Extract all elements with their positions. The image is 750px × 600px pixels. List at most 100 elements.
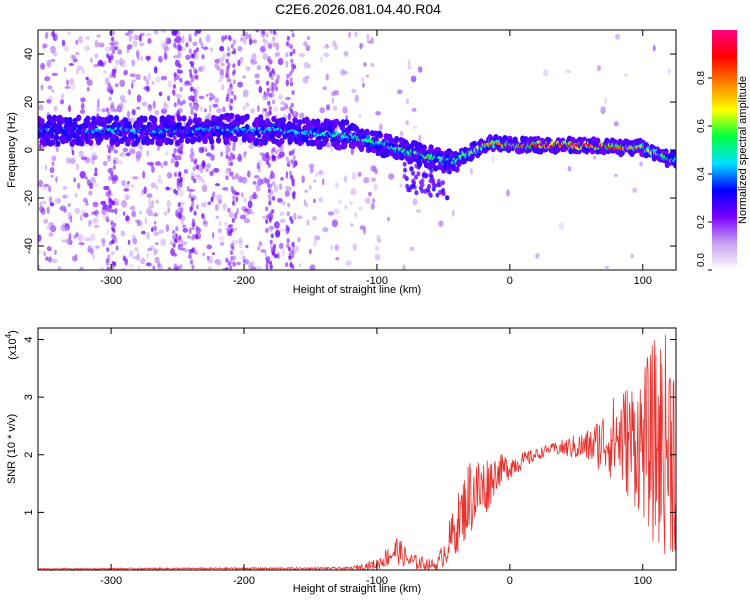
noise-speckle xyxy=(112,108,118,113)
noise-speckle xyxy=(327,211,335,216)
noise-speckle xyxy=(107,82,111,88)
noise-speckle xyxy=(229,83,233,88)
noise-speckle xyxy=(438,220,444,227)
ridge-halo xyxy=(157,140,163,147)
noise-speckle xyxy=(567,165,572,172)
noise-speckle xyxy=(44,164,48,170)
noise-speckle xyxy=(229,250,234,256)
noise-speckle xyxy=(281,201,287,206)
noise-speckle xyxy=(166,172,173,179)
noise-speckle xyxy=(50,174,54,178)
noise-speckle xyxy=(271,181,276,187)
noise-speckle xyxy=(232,79,236,85)
noise-speckle xyxy=(48,232,54,237)
noise-speckle xyxy=(127,239,131,245)
ridge-halo xyxy=(178,137,184,144)
svg-text:(x104): (x104) xyxy=(4,330,19,360)
noise-speckle xyxy=(313,179,317,183)
noise-speckle xyxy=(84,237,91,242)
ridge-tail xyxy=(409,166,414,172)
noise-speckle xyxy=(243,218,251,224)
noise-speckle xyxy=(179,101,183,106)
noise-speckle xyxy=(225,154,229,159)
ridge-tail xyxy=(420,188,425,194)
noise-speckle xyxy=(57,265,61,270)
noise-speckle xyxy=(222,53,226,60)
noise-speckle xyxy=(185,42,189,48)
noise-speckle xyxy=(238,240,243,249)
noise-speckle xyxy=(303,62,310,69)
noise-speckle xyxy=(290,219,294,224)
noise-speckle xyxy=(399,183,403,188)
noise-speckle xyxy=(291,63,295,68)
noise-speckle xyxy=(354,31,358,38)
noise-speckle xyxy=(623,73,629,77)
noise-speckle xyxy=(214,204,219,211)
noise-speckle xyxy=(305,45,311,52)
noise-speckle xyxy=(119,79,126,88)
noise-speckle xyxy=(190,106,194,112)
noise-speckle xyxy=(173,102,177,108)
noise-speckle xyxy=(151,200,155,205)
noise-speckle xyxy=(58,197,61,205)
noise-speckle xyxy=(111,179,117,185)
noise-speckle xyxy=(55,33,59,41)
noise-speckle xyxy=(69,158,76,164)
x-tick-label: -200 xyxy=(233,275,255,287)
noise-speckle xyxy=(667,68,672,74)
noise-speckle xyxy=(202,162,205,170)
noise-speckle xyxy=(285,52,289,58)
noise-speckle xyxy=(55,176,58,183)
ridge-mid xyxy=(142,124,148,130)
noise-speckle xyxy=(263,40,270,47)
noise-speckle xyxy=(291,90,295,95)
noise-speckle xyxy=(280,101,286,106)
ridge-halo xyxy=(323,136,329,143)
noise-speckle xyxy=(320,55,323,63)
noise-speckle xyxy=(290,58,294,64)
noise-speckle xyxy=(234,173,239,180)
noise-speckle xyxy=(58,206,64,211)
ridge-mid xyxy=(177,122,182,127)
noise-speckle xyxy=(201,54,205,60)
noise-speckle xyxy=(222,106,226,113)
noise-speckle xyxy=(172,30,176,36)
colorbar-tick-label: 0.6 xyxy=(696,119,707,133)
noise-speckle xyxy=(267,155,271,161)
noise-speckle xyxy=(184,80,190,86)
noise-speckle xyxy=(97,42,102,48)
noise-speckle xyxy=(265,228,269,233)
noise-speckle xyxy=(239,37,244,42)
spectrogram-marks xyxy=(38,30,676,270)
noise-speckle xyxy=(218,221,222,227)
noise-speckle xyxy=(215,260,222,266)
noise-speckle xyxy=(91,211,97,216)
noise-speckle xyxy=(334,44,338,51)
noise-speckle xyxy=(243,38,247,45)
noise-speckle xyxy=(202,221,209,225)
noise-speckle xyxy=(173,172,178,177)
noise-speckle xyxy=(265,32,269,38)
ridge-halo xyxy=(202,137,208,144)
noise-speckle xyxy=(74,207,81,215)
noise-speckle xyxy=(354,94,359,103)
noise-speckle xyxy=(230,227,234,233)
ridge-halo xyxy=(433,165,439,172)
noise-speckle xyxy=(78,150,84,158)
noise-speckle xyxy=(67,203,72,207)
ridge-halo xyxy=(72,117,78,125)
noise-speckle xyxy=(110,146,114,152)
noise-speckle xyxy=(318,169,324,176)
noise-speckle xyxy=(176,155,180,160)
noise-speckle xyxy=(237,45,243,52)
noise-speckle xyxy=(350,188,357,196)
ridge-halo xyxy=(389,137,395,144)
ridge-halo xyxy=(376,130,382,137)
noise-speckle xyxy=(64,194,70,199)
noise-speckle xyxy=(279,183,283,191)
noise-speckle xyxy=(108,148,112,154)
noise-speckle xyxy=(112,228,116,234)
noise-speckle xyxy=(286,243,290,249)
noise-speckle xyxy=(181,36,185,44)
noise-speckle xyxy=(105,107,109,113)
